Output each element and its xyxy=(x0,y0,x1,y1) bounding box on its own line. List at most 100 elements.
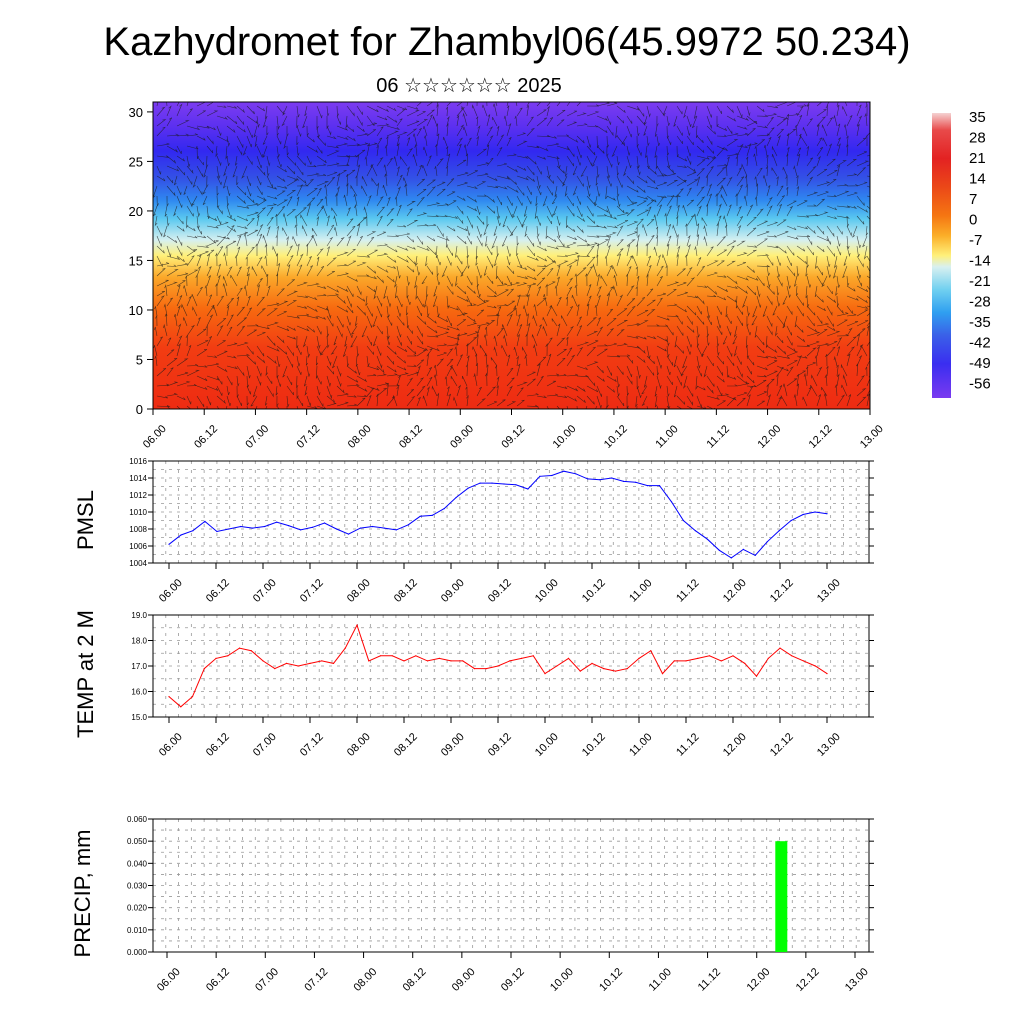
x-tick-label: 13.00 xyxy=(815,577,843,605)
x-tick-label: 11.00 xyxy=(653,423,680,450)
data-point xyxy=(300,529,302,531)
y-tick-label: 25 xyxy=(129,154,143,169)
x-tick-label: 08.00 xyxy=(345,731,373,759)
data-point xyxy=(344,647,346,649)
data-point xyxy=(515,484,517,486)
y-tick-label: 0.010 xyxy=(127,926,148,935)
x-tick-label: 06.00 xyxy=(157,577,185,605)
x-tick-label: 07.00 xyxy=(251,731,279,759)
x-tick-label: 13.00 xyxy=(843,966,871,994)
x-tick-label: 11.00 xyxy=(627,577,654,604)
y-tick-label: 18.0 xyxy=(131,637,147,646)
x-tick-label: 10.00 xyxy=(548,966,576,994)
data-point xyxy=(556,665,558,667)
x-tick-label: 10.12 xyxy=(580,731,608,759)
colorbar-label: -56 xyxy=(969,376,991,393)
data-point xyxy=(383,527,385,529)
x-tick-label: 07.00 xyxy=(253,966,281,994)
x-tick-label: 06.12 xyxy=(204,577,232,605)
y-tick-label: 15 xyxy=(129,253,143,268)
data-point xyxy=(323,522,326,524)
y-tick-label: 15.0 xyxy=(131,713,147,722)
data-point xyxy=(650,650,652,652)
data-point xyxy=(539,475,541,477)
x-tick-label: 09.00 xyxy=(439,731,467,759)
colorbar-label: 21 xyxy=(969,150,986,167)
data-point xyxy=(802,660,805,662)
data-point xyxy=(755,675,758,677)
colorbar-label: 35 xyxy=(969,109,986,126)
data-point xyxy=(603,668,605,670)
y-tick-label: 1010 xyxy=(129,508,147,517)
data-point xyxy=(685,660,687,662)
data-point xyxy=(252,527,254,529)
x-tick-label: 10.12 xyxy=(580,577,608,605)
temperature-field xyxy=(153,102,870,409)
data-point xyxy=(587,478,589,480)
data-point xyxy=(321,660,323,662)
x-tick-label: 12.12 xyxy=(794,966,822,994)
data-point xyxy=(288,525,290,527)
data-point xyxy=(791,655,793,657)
x-tick-label: 11.00 xyxy=(627,731,654,758)
data-point xyxy=(443,508,445,510)
data-point xyxy=(544,673,546,675)
data-point xyxy=(575,473,577,475)
data-point xyxy=(264,525,266,528)
pmsl-panel: 1004 1006 1008 1010 1012 1014 1016 06.00 06.12 07… xyxy=(73,457,874,605)
y-axis-label: PMSL xyxy=(73,490,98,550)
x-tick-label: 10.12 xyxy=(597,966,625,994)
data-point xyxy=(826,673,828,675)
y-tick-label: 5 xyxy=(136,352,143,367)
x-tick-label: 09.12 xyxy=(486,577,514,605)
data-point xyxy=(485,668,487,670)
data-point xyxy=(431,514,433,517)
y-tick-label: 10 xyxy=(129,303,143,318)
y-tick-label: 30 xyxy=(129,105,143,120)
x-tick-label: 11.12 xyxy=(705,423,732,450)
data-point xyxy=(778,530,780,532)
data-point xyxy=(744,662,746,665)
data-point xyxy=(180,534,182,536)
y-tick-label: 0.000 xyxy=(127,948,148,957)
data-point xyxy=(297,665,299,667)
data-point xyxy=(591,662,593,665)
colorbar-label: -21 xyxy=(969,273,991,290)
x-tick-label: 11.12 xyxy=(674,577,701,604)
x-tick-label: 10.00 xyxy=(533,577,561,605)
colorbar-label: -49 xyxy=(969,355,991,372)
x-tick-label: 09.12 xyxy=(499,966,527,994)
x-tick-label: 07.00 xyxy=(251,577,279,605)
wind-vectors xyxy=(153,102,870,409)
x-tick-label: 08.12 xyxy=(392,731,420,759)
data-point xyxy=(790,519,792,522)
data-point xyxy=(347,533,350,535)
data-point xyxy=(814,511,816,513)
data-point xyxy=(527,488,529,490)
data-point xyxy=(742,548,744,551)
colorbar-label: -35 xyxy=(969,314,991,331)
series-line xyxy=(168,470,828,559)
x-tick-label: 13.00 xyxy=(815,731,843,759)
x-tick-label: 08.12 xyxy=(392,577,420,605)
y-tick-label: 0.060 xyxy=(127,815,148,824)
data-point xyxy=(611,477,613,479)
data-point xyxy=(509,660,511,662)
data-point xyxy=(767,657,769,660)
colorbar: 35 28 21 14 7 0 -7 -14 -21 -28 -35 -42 -49 -56 xyxy=(932,109,991,398)
y-tick-label: 1012 xyxy=(129,491,147,500)
data-point xyxy=(720,660,722,662)
x-tick-label: 07.00 xyxy=(243,423,271,451)
chart-title: Kazhydromet for Zhambyl06(45.9972 50.234… xyxy=(103,20,910,64)
data-point xyxy=(503,483,505,485)
data-point xyxy=(250,650,252,652)
x-tick-label: 10.00 xyxy=(533,731,561,759)
data-point xyxy=(403,660,405,662)
data-point xyxy=(216,530,218,533)
x-tick-label: 07.12 xyxy=(295,423,323,451)
data-point xyxy=(626,668,628,670)
data-point xyxy=(450,660,452,662)
data-point xyxy=(638,657,640,660)
x-tick-label: 12.12 xyxy=(768,577,796,605)
